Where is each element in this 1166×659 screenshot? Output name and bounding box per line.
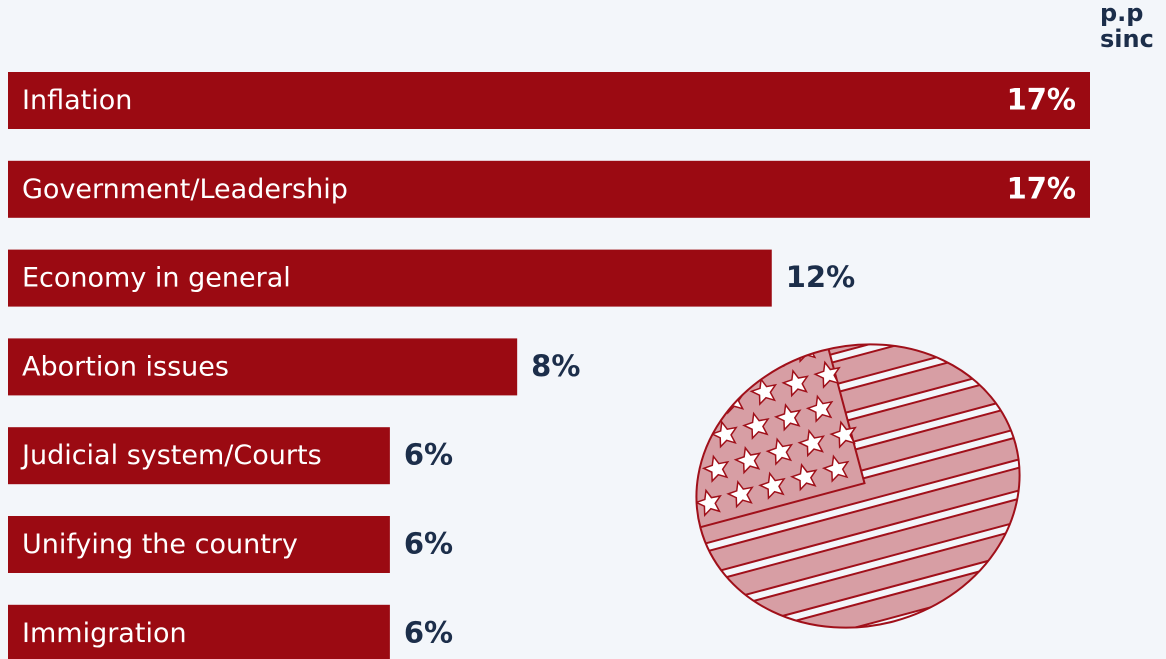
flag-star bbox=[662, 368, 692, 397]
column-header: p.p bbox=[1100, 0, 1143, 27]
value-label: 12% bbox=[786, 260, 855, 294]
column-header: sinc bbox=[1100, 25, 1154, 53]
value-label: 8% bbox=[531, 349, 580, 383]
category-label: Judicial system/Courts bbox=[20, 440, 322, 471]
category-label: Inflation bbox=[22, 85, 132, 116]
value-label: 17% bbox=[1007, 83, 1076, 117]
category-label: Unifying the country bbox=[22, 529, 298, 560]
flag-stripes bbox=[653, 276, 1087, 659]
value-label: 17% bbox=[1007, 171, 1076, 205]
chart: p.p sinc Inflation 17% Government/Leadersh… bbox=[0, 0, 1166, 659]
category-label: Immigration bbox=[22, 618, 187, 649]
bar bbox=[8, 72, 1090, 129]
flag-star bbox=[694, 359, 724, 388]
flag-star bbox=[685, 393, 715, 422]
value-label: 6% bbox=[404, 527, 453, 561]
category-label: Abortion issues bbox=[22, 351, 229, 382]
value-label: 6% bbox=[404, 615, 453, 649]
category-label: Economy in general bbox=[22, 263, 291, 294]
flag-star bbox=[726, 350, 756, 379]
flag-illustration bbox=[653, 276, 1087, 659]
value-label: 6% bbox=[404, 438, 453, 472]
category-label: Government/Leadership bbox=[22, 174, 348, 205]
